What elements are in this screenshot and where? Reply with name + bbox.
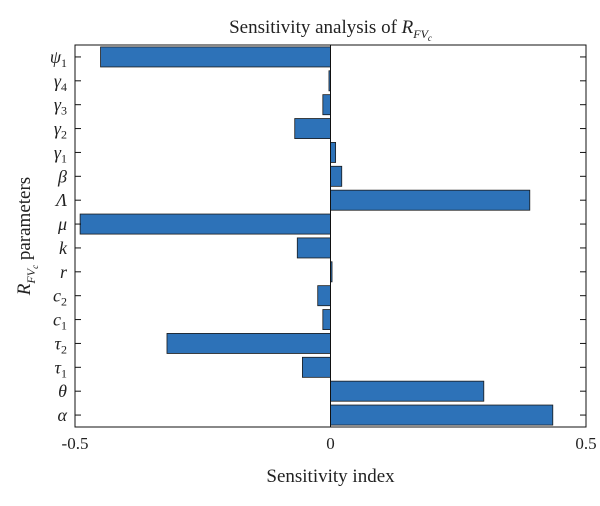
chart-title: Sensitivity analysis of RFVc: [229, 17, 432, 43]
y-tick-label: c1: [53, 310, 67, 333]
bar-μ: [79, 213, 331, 235]
bar-k: [296, 237, 331, 259]
bar-ψ1: [100, 46, 331, 68]
y-tick-label: γ2: [54, 119, 67, 142]
plot-frame: [74, 44, 587, 428]
bar-γ1: [330, 142, 337, 163]
x-tick-label: 0: [326, 434, 335, 453]
x-tick-label: -0.5: [62, 434, 89, 453]
y-tick-label: r: [60, 262, 68, 282]
y-tick-label: ψ1: [50, 47, 67, 70]
bar-τ1: [301, 356, 331, 378]
bars-group: [79, 46, 554, 426]
bar-c2: [317, 285, 331, 307]
y-tick-label: k: [59, 238, 68, 258]
bar-α: [330, 404, 554, 426]
y-axis-label: RFVc parameters: [14, 177, 40, 296]
bar-γ2: [294, 118, 331, 139]
y-tick-label: β: [57, 166, 67, 186]
bar-τ2: [166, 333, 331, 354]
bar-Λ: [330, 189, 531, 211]
y-tick-label: τ2: [55, 333, 67, 356]
y-tick-label: Λ: [54, 190, 67, 210]
y-tick-label: γ1: [54, 142, 67, 165]
y-tick-label: c2: [53, 286, 67, 309]
y-tick-label: μ: [57, 214, 67, 234]
y-tick-label: θ: [58, 381, 67, 401]
bar-γ3: [322, 94, 331, 116]
x-axis-label: Sensitivity index: [266, 466, 395, 487]
y-tick-label: τ1: [55, 357, 67, 380]
bar-c1: [322, 309, 331, 330]
bar-β: [330, 165, 343, 187]
y-tick-label: γ4: [54, 71, 67, 94]
x-tick-label: 0.5: [575, 434, 596, 453]
bar-θ: [330, 380, 485, 402]
y-tick-label: γ3: [54, 95, 67, 118]
y-tick-label: α: [58, 405, 68, 425]
